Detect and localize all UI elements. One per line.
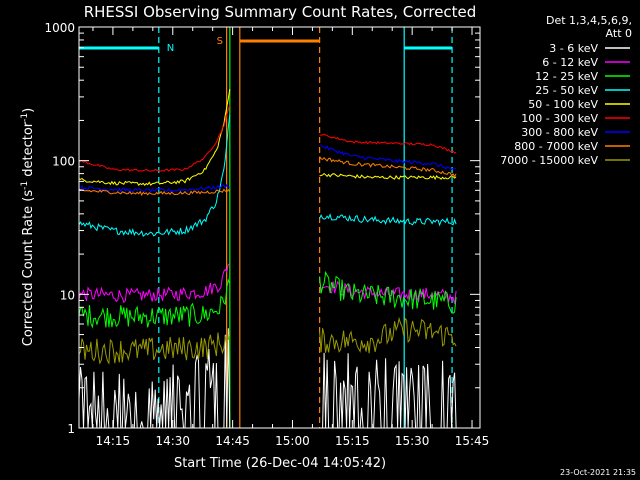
series-line-3-post xyxy=(319,213,457,227)
y-tick-label-3: 1000 xyxy=(44,21,75,35)
legend-label-0: 3 - 6 keV xyxy=(549,42,598,55)
legend-header-1: Det 1,3,4,5,6,9, xyxy=(546,14,632,27)
chart-axes: 14:15 14:30 14:45 15:00 15:15 15:30 15:45 1 10 10… xyxy=(44,21,489,448)
series-line-0-pre xyxy=(78,328,231,429)
legend-label-1: 6 - 12 keV xyxy=(542,56,598,69)
y-axis-label-end: ) xyxy=(21,108,36,113)
series-line-7-pre xyxy=(78,188,231,197)
x-tick-label-1: 14:30 xyxy=(155,434,190,448)
x-tick-label-4: 15:15 xyxy=(335,434,370,448)
series-line-4-post xyxy=(319,172,457,181)
y-axis-label-sup1: -1 xyxy=(20,181,30,190)
y-axis-label-mid: detector xyxy=(21,121,36,181)
series-line-6-post xyxy=(319,144,457,171)
legend-label-6: 300 - 800 keV xyxy=(521,126,598,139)
x-tick-label-6: 15:45 xyxy=(455,434,490,448)
x-axis-label: Start Time (26-Dec-04 14:05:42) xyxy=(174,456,386,471)
chart-series xyxy=(78,88,457,429)
legend-label-8: 7000 - 15000 keV xyxy=(500,154,598,167)
chart-title: RHESSI Observing Summary Count Rates, Co… xyxy=(84,3,477,21)
legend-label-5: 100 - 300 keV xyxy=(521,112,598,125)
series-line-6-pre xyxy=(78,183,230,193)
series-line-3-pre xyxy=(78,114,231,237)
x-tick-label-3: 15:00 xyxy=(275,434,310,448)
y-tick-label-2: 100 xyxy=(52,155,75,169)
series-line-7-post xyxy=(319,156,457,178)
y-tick-label-0: 1 xyxy=(67,422,75,436)
y-axis-label: Corrected Count Rate (s-1 detector-1) xyxy=(20,108,36,346)
y-tick-label-1: 10 xyxy=(60,288,75,302)
series-line-8-post xyxy=(319,316,457,354)
y-axis-label-main: Corrected Count Rate (s xyxy=(21,190,36,347)
x-tick-label-2: 14:45 xyxy=(215,434,250,448)
legend-label-7: 800 - 7000 keV xyxy=(514,140,598,153)
series-line-4-pre xyxy=(78,88,231,187)
series-line-5-post xyxy=(319,133,457,154)
y-axis-label-sup2: -1 xyxy=(20,113,30,122)
series-line-8-pre xyxy=(78,330,231,365)
legend-label-4: 50 - 100 keV xyxy=(528,98,598,111)
series-line-5-pre xyxy=(78,104,231,172)
legend-header-2: Att 0 xyxy=(606,27,632,40)
night-label: N xyxy=(167,43,174,54)
legend-label-2: 12 - 25 keV xyxy=(535,70,598,83)
x-tick-label-0: 14:15 xyxy=(96,434,131,448)
x-tick-label-5: 15:30 xyxy=(395,434,430,448)
timestamp-label: 23-Oct-2021 21:35 xyxy=(560,468,636,477)
legend-label-3: 25 - 50 keV xyxy=(535,84,598,97)
series-line-1-post xyxy=(319,279,457,304)
saa-label: S xyxy=(217,36,223,47)
series-line-1-pre xyxy=(78,263,230,304)
series-line-2-post xyxy=(319,270,457,314)
chart-markers: NS xyxy=(79,27,453,428)
series-line-2-pre xyxy=(78,278,231,329)
plot-frame xyxy=(78,26,481,429)
